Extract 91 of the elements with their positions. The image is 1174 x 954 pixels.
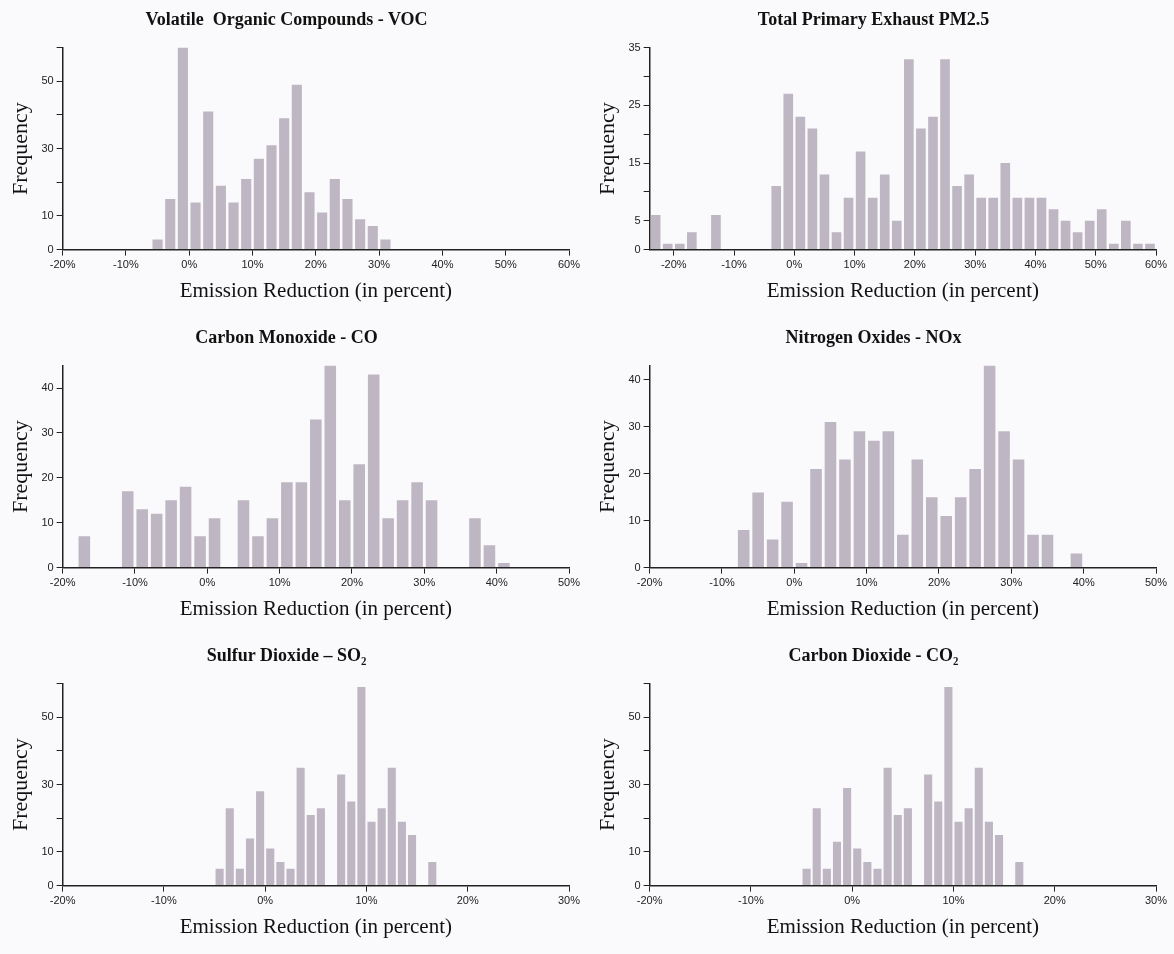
y-tick-label: 50	[41, 74, 54, 87]
x-tick-label: 60%	[1144, 258, 1168, 271]
x-tick-label: -10%	[122, 576, 149, 589]
x-tick-label: 30%	[368, 258, 391, 271]
x-axis-title: Emission Reduction (in percent)	[766, 913, 1039, 938]
x-tick-label: 50%	[557, 576, 581, 589]
y-tick-label: 20	[628, 466, 641, 479]
x-tick-label: 30%	[1144, 894, 1168, 907]
y-tick-label: 40	[628, 372, 641, 385]
y-tick-label: 50	[41, 710, 54, 723]
y-tick-label: 10	[628, 844, 641, 857]
y-axis-title: Frequency	[6, 738, 32, 832]
y-tick-label: 0	[634, 560, 641, 573]
x-tick-label: 10%	[355, 894, 378, 907]
y-tick-label: 35	[628, 40, 641, 53]
y-tick-label: 25	[628, 98, 641, 111]
chart-title: Sulfur Dioxide – SO₂	[206, 645, 367, 666]
x-tick-label: 60%	[557, 258, 581, 271]
y-tick-label: 10	[41, 208, 54, 221]
x-tick-label: 30%	[413, 576, 436, 589]
y-tick-label: 10	[628, 513, 641, 526]
x-tick-label: 20%	[1043, 894, 1066, 907]
x-tick-label: -20%	[636, 576, 663, 589]
y-tick-label: 50	[628, 710, 641, 723]
x-tick-label: 20%	[903, 258, 927, 271]
y-tick-label: 30	[41, 425, 54, 438]
y-tick-label: 20	[41, 470, 54, 483]
x-axis-title: Emission Reduction (in percent)	[766, 277, 1039, 302]
x-tick-label: 10%	[268, 576, 291, 589]
y-tick-label: 0	[47, 560, 54, 573]
x-tick-label: 50%	[1084, 258, 1107, 271]
x-axis-title: Emission Reduction (in percent)	[766, 595, 1039, 620]
x-axis-title: Emission Reduction (in percent)	[179, 595, 452, 620]
y-axis-title: Frequency	[593, 102, 619, 196]
y-tick-label: 30	[628, 777, 641, 790]
x-tick-label: 10%	[942, 894, 965, 907]
x-tick-label: 10%	[241, 258, 264, 271]
y-tick-label: 0	[47, 242, 54, 255]
x-tick-label: 40%	[1072, 576, 1095, 589]
x-tick-label: 0%	[181, 258, 198, 271]
x-tick-label: -20%	[49, 894, 76, 907]
chart-title: Volatile Organic Compounds - VOC	[145, 9, 428, 30]
y-tick-label: 0	[634, 242, 641, 255]
x-tick-label: 20%	[456, 894, 479, 907]
x-tick-label: 30%	[557, 894, 581, 907]
x-tick-label: 10%	[843, 258, 866, 271]
x-tick-label: 40%	[485, 576, 508, 589]
x-tick-label: 0%	[786, 576, 803, 589]
y-axis-title: Frequency	[593, 420, 619, 514]
x-tick-label: 20%	[927, 576, 951, 589]
x-tick-label: -20%	[49, 258, 76, 271]
y-axis-title: Frequency	[6, 420, 32, 514]
x-tick-label: -20%	[49, 576, 76, 589]
x-tick-label: -10%	[151, 894, 177, 907]
x-tick-label: -10%	[738, 894, 764, 907]
x-tick-label: 30%	[964, 258, 987, 271]
x-tick-label: -10%	[709, 576, 736, 589]
y-tick-label: 30	[41, 777, 54, 790]
chart-title: Carbon Monoxide - CO	[195, 327, 378, 348]
x-tick-label: 0%	[199, 576, 216, 589]
y-tick-label: 0	[634, 878, 641, 891]
chart-title: Carbon Dioxide - CO₂	[788, 645, 959, 666]
chart-title: Nitrogen Oxides - NOx	[785, 327, 962, 348]
x-tick-label: -10%	[113, 258, 139, 271]
x-tick-label: 30%	[1000, 576, 1023, 589]
x-tick-label: 40%	[431, 258, 454, 271]
x-tick-label: 0%	[786, 258, 803, 271]
x-tick-label: -20%	[660, 258, 687, 271]
y-tick-label: 15	[628, 156, 641, 169]
x-tick-label: 0%	[257, 894, 274, 907]
x-axis-title: Emission Reduction (in percent)	[179, 913, 452, 938]
x-tick-label: -20%	[636, 894, 663, 907]
y-tick-label: 40	[41, 381, 54, 394]
x-tick-label: 20%	[304, 258, 328, 271]
y-axis-title: Frequency	[593, 738, 619, 832]
y-tick-label: 5	[634, 213, 641, 226]
x-tick-label: -10%	[721, 258, 748, 271]
chart-title: Total Primary Exhaust PM2.5	[757, 9, 990, 30]
y-tick-label: 30	[41, 141, 54, 154]
x-tick-label: 50%	[494, 258, 517, 271]
x-tick-label: 40%	[1024, 258, 1047, 271]
x-tick-label: 0%	[844, 894, 861, 907]
y-axis-title: Frequency	[6, 102, 32, 196]
y-tick-label: 10	[41, 515, 54, 528]
y-tick-label: 30	[628, 419, 641, 432]
y-tick-label: 0	[47, 878, 54, 891]
x-tick-label: 10%	[855, 576, 878, 589]
y-tick-label: 10	[41, 844, 54, 857]
x-tick-label: 20%	[340, 576, 364, 589]
x-axis-title: Emission Reduction (in percent)	[179, 277, 452, 302]
x-tick-label: 50%	[1144, 576, 1168, 589]
